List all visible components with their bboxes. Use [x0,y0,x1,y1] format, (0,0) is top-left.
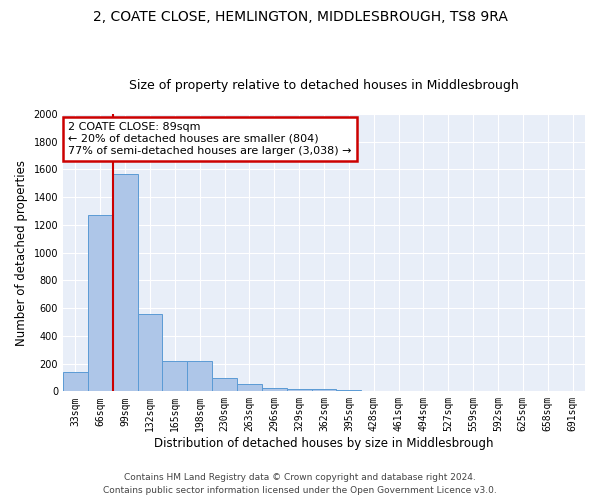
Text: 2 COATE CLOSE: 89sqm
← 20% of detached houses are smaller (804)
77% of semi-deta: 2 COATE CLOSE: 89sqm ← 20% of detached h… [68,122,352,156]
Bar [262,388,287,392]
Bar [137,314,163,392]
Bar [187,361,212,392]
Bar [337,390,361,392]
Bar [88,215,113,392]
X-axis label: Distribution of detached houses by size in Middlesbrough: Distribution of detached houses by size … [154,437,494,450]
Text: Contains HM Land Registry data © Crown copyright and database right 2024.
Contai: Contains HM Land Registry data © Crown c… [103,474,497,495]
Bar [212,378,237,392]
Y-axis label: Number of detached properties: Number of detached properties [15,160,28,346]
Bar [63,372,88,392]
Bar [311,388,337,392]
Bar [113,174,137,392]
Title: Size of property relative to detached houses in Middlesbrough: Size of property relative to detached ho… [129,79,519,92]
Bar [287,388,311,392]
Text: 2, COATE CLOSE, HEMLINGTON, MIDDLESBROUGH, TS8 9RA: 2, COATE CLOSE, HEMLINGTON, MIDDLESBROUG… [92,10,508,24]
Bar [163,361,187,392]
Bar [237,384,262,392]
